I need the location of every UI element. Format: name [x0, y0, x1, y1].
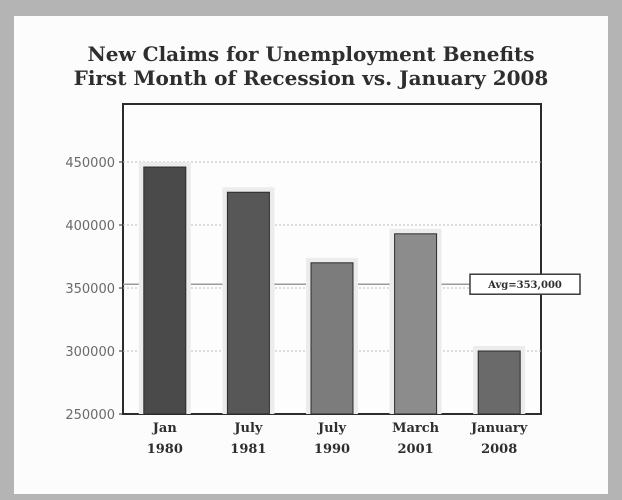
chart-subtitle: First Month of Recession vs. January 200…: [73, 66, 549, 90]
category-label: 2008: [481, 442, 517, 457]
bar: [310, 262, 354, 415]
bars: [138, 162, 526, 415]
category-label: 1981: [230, 442, 266, 457]
bar: [477, 350, 521, 415]
y-tick-label: 350000: [65, 282, 115, 297]
average-box: [469, 273, 581, 295]
category-label: July: [317, 421, 347, 436]
category-label: January: [470, 421, 528, 436]
category-label: 2001: [398, 442, 434, 457]
category-label: 1980: [147, 442, 183, 457]
category-label: Jan: [152, 421, 178, 436]
average-label: Avg=353,000: [487, 280, 562, 291]
chart-title: New Claims for Unemployment Benefits: [87, 42, 535, 66]
y-tick-label: 300000: [65, 345, 115, 360]
category-label: July: [233, 421, 263, 436]
y-tick-label: 400000: [65, 219, 115, 234]
y-tick-label: 250000: [65, 408, 115, 423]
category-label: March: [392, 421, 440, 436]
bar: [143, 166, 187, 415]
y-tick-label: 450000: [65, 156, 115, 171]
y-axis-ticks: 250000 300000 350000 400000 450000: [65, 156, 123, 423]
average-annotation: Avg=353,000: [123, 273, 581, 295]
bar: [226, 191, 270, 415]
category-label: 1990: [314, 442, 350, 457]
x-axis-categories: Jan 1980 July 1981 July 1990 March 2001 January 2…: [147, 421, 528, 457]
bar: [394, 233, 438, 415]
